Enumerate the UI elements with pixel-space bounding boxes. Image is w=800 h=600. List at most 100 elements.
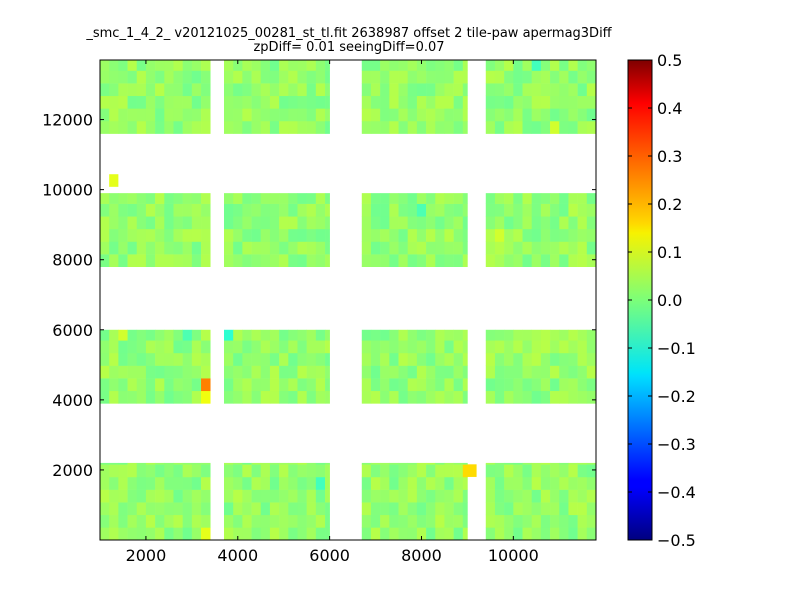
- heatmap-cell: [398, 228, 409, 242]
- heatmap-cell-highlight: [467, 464, 477, 477]
- heatmap-cell: [453, 514, 464, 528]
- heatmap-cell: [540, 489, 551, 503]
- heatmap-cell: [136, 340, 147, 354]
- heatmap-cell: [370, 95, 381, 109]
- heatmap-cell: [201, 502, 211, 516]
- heatmap-cell: [325, 193, 330, 204]
- heatmap-cell: [416, 390, 427, 404]
- heatmap-cell: [522, 329, 533, 341]
- heatmap-cell: [100, 254, 110, 268]
- heatmap-cell: [531, 489, 542, 503]
- heatmap-cell: [288, 108, 298, 122]
- heatmap-cell: [426, 241, 436, 255]
- heatmap-cell: [224, 228, 234, 242]
- heatmap-cell: [315, 83, 326, 97]
- heatmap-cell: [426, 502, 436, 516]
- heatmap-cell: [462, 365, 468, 379]
- heatmap-cell: [398, 254, 409, 268]
- heatmap-cell: [389, 120, 399, 134]
- heatmap-cell: [224, 340, 234, 354]
- heatmap-cell: [279, 193, 289, 204]
- heatmap-cell: [550, 216, 560, 230]
- heatmap-cell: [325, 464, 330, 478]
- heatmap-cell: [269, 241, 280, 255]
- heatmap-cell: [182, 120, 193, 134]
- heatmap-cell: [306, 462, 317, 465]
- heatmap-cell: [201, 514, 211, 528]
- heatmap-cell: [109, 352, 119, 366]
- heatmap-cell: [100, 216, 110, 230]
- heatmap-cell: [224, 83, 234, 97]
- heatmap-cell: [233, 108, 243, 122]
- heatmap-cell: [100, 193, 110, 204]
- heatmap-cell: [315, 390, 326, 404]
- heatmap-cell: [577, 365, 588, 379]
- heatmap-cell: [380, 365, 390, 379]
- heatmap-cell: [173, 476, 183, 490]
- heatmap-cell: [485, 378, 496, 392]
- heatmap-cell: [297, 514, 307, 528]
- heatmap-cell: [191, 464, 202, 478]
- heatmap-cell: [315, 527, 326, 540]
- heatmap-cell: [173, 464, 183, 478]
- heatmap-cell: [522, 83, 533, 97]
- heatmap-cell: [426, 60, 436, 71]
- heatmap-cell: [586, 120, 596, 134]
- heatmap-cell: [173, 514, 183, 528]
- heatmap-cell: [297, 70, 307, 84]
- heatmap-cell: [444, 514, 454, 528]
- heatmap-cell: [389, 514, 399, 528]
- heatmap-cell: [182, 352, 193, 366]
- heatmap-cell: [269, 193, 280, 204]
- heatmap-cell: [370, 365, 381, 379]
- heatmap-cell: [315, 216, 326, 230]
- heatmap-cell: [586, 502, 596, 516]
- heatmap-cell: [269, 390, 280, 404]
- heatmap-cell: [435, 203, 445, 217]
- heatmap-cell: [462, 241, 468, 255]
- heatmap-cell: [444, 228, 454, 242]
- heatmap-cells: [100, 60, 596, 540]
- heatmap-cell: [389, 378, 399, 392]
- heatmap-cell: [559, 203, 569, 217]
- heatmap-cell: [522, 340, 533, 354]
- heatmap-cell: [325, 365, 330, 379]
- heatmap-cell: [522, 514, 533, 528]
- heatmap-cell: [522, 120, 533, 134]
- heatmap-cell: [361, 108, 372, 122]
- heatmap-cell: [269, 120, 280, 134]
- heatmap-cell: [251, 83, 262, 97]
- heatmap-cell: [416, 352, 427, 366]
- heatmap-cell: [513, 464, 523, 478]
- heatmap-cell: [127, 464, 138, 478]
- heatmap-cell: [389, 365, 399, 379]
- heatmap-cell: [127, 514, 138, 528]
- heatmap-cell: [568, 502, 578, 516]
- heatmap-cell: [201, 193, 211, 204]
- heatmap-cell: [416, 203, 427, 217]
- heatmap-cell: [462, 476, 468, 490]
- heatmap-cell: [164, 502, 174, 516]
- heatmap-cell: [155, 378, 165, 392]
- heatmap-cell: [109, 83, 119, 97]
- heatmap-cell: [127, 83, 138, 97]
- heatmap-cell: [416, 241, 427, 255]
- heatmap-cell: [315, 489, 326, 503]
- heatmap-cell: [398, 378, 409, 392]
- heatmap-cell: [494, 216, 505, 230]
- heatmap-cell: [315, 476, 326, 490]
- heatmap-cell: [251, 476, 262, 490]
- heatmap-cell: [577, 340, 588, 354]
- heatmap-cell: [145, 70, 156, 84]
- heatmap-cell: [260, 108, 271, 122]
- heatmap-cell: [398, 365, 409, 379]
- heatmap-cell: [380, 228, 390, 242]
- heatmap-cell: [315, 378, 326, 392]
- heatmap-cell: [559, 241, 569, 255]
- heatmap-cell: [173, 489, 183, 503]
- heatmap-cell: [164, 476, 174, 490]
- heatmap-cell: [568, 527, 578, 540]
- heatmap-cell: [586, 378, 596, 392]
- heatmap-cell: [260, 60, 271, 71]
- heatmap-cell: [370, 254, 381, 268]
